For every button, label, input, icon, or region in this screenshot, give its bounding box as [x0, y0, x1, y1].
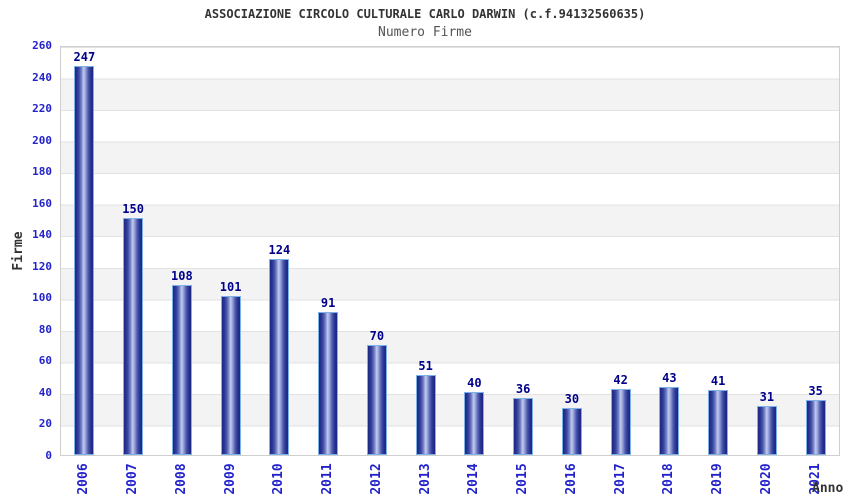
x-tick-label: 2017: [612, 463, 628, 495]
bar-value-label: 41: [710, 374, 726, 389]
bar-value-label: 42: [613, 372, 628, 387]
bar: [366, 344, 387, 455]
bar-value-label: 101: [219, 279, 242, 294]
bar-value-label: 43: [662, 371, 677, 386]
bar-value-label: 35: [808, 383, 823, 398]
bar: [561, 407, 582, 455]
y-tick-label: 100: [32, 291, 52, 305]
x-tick-label: 2012: [368, 463, 384, 495]
bar: [171, 284, 192, 455]
bar: [464, 391, 485, 455]
x-tick-label: 2007: [125, 463, 141, 495]
x-tick-label: 2014: [466, 463, 482, 495]
y-tick-label: 60: [38, 354, 52, 368]
bar-value-label: 150: [122, 202, 144, 217]
bar-value-label: 30: [564, 391, 580, 406]
bar-value-label: 40: [467, 375, 482, 390]
bar: [610, 388, 631, 455]
y-tick-label: 40: [38, 385, 52, 399]
chart-subtitle: Numero Firme: [378, 25, 472, 40]
y-tick-label: 0: [45, 449, 52, 462]
bar-value-label: 91: [320, 295, 336, 310]
bar-value-label: 51: [418, 358, 433, 373]
y-tick-label: 140: [32, 228, 52, 242]
y-tick-label: 240: [32, 70, 52, 84]
y-tick-label: 180: [32, 165, 52, 179]
y-tick-label: 160: [32, 196, 52, 210]
y-tick-label: 20: [38, 417, 52, 431]
bar: [513, 398, 534, 455]
bar: [269, 259, 290, 455]
bar: [708, 390, 729, 455]
bar-value-label: 70: [369, 328, 385, 343]
bar-value-label: 36: [515, 382, 531, 397]
bar: [415, 374, 436, 455]
x-tick-label: 2016: [563, 463, 579, 495]
y-tick-label: 120: [32, 259, 52, 273]
x-tick-label: 2019: [710, 463, 726, 495]
y-tick-label: 260: [32, 39, 52, 52]
bar-value-label: 31: [759, 390, 775, 405]
bar: [318, 311, 339, 455]
bar: [74, 65, 95, 455]
bar-value-label: 108: [171, 268, 193, 283]
x-tick-label: 2011: [320, 463, 336, 495]
y-tick-label: 220: [32, 102, 52, 116]
x-tick-label: 2009: [222, 463, 238, 495]
x-tick-label: 2013: [417, 463, 433, 495]
x-tick-label: 2015: [515, 463, 531, 495]
plot-area: [60, 46, 840, 456]
x-axis-title: Anno: [812, 481, 844, 496]
bar: [123, 218, 144, 455]
bar-value-label: 247: [73, 49, 96, 64]
y-axis-title: Firme: [11, 231, 26, 271]
x-tick-label: 2010: [271, 463, 287, 495]
x-tick-label: 2006: [76, 463, 92, 495]
y-tick-label: 200: [32, 133, 52, 147]
bar: [805, 399, 826, 455]
bar: [756, 406, 777, 455]
chart-title: ASSOCIAZIONE CIRCOLO CULTURALE CARLO DAR…: [204, 7, 646, 21]
x-tick-label: 2018: [661, 463, 677, 495]
bar-value-label: 124: [268, 243, 291, 258]
bar: [659, 387, 680, 455]
y-tick-label: 80: [38, 322, 52, 336]
x-tick-label: 2020: [758, 463, 774, 495]
x-tick-label: 2008: [173, 463, 189, 495]
bar: [220, 295, 241, 455]
